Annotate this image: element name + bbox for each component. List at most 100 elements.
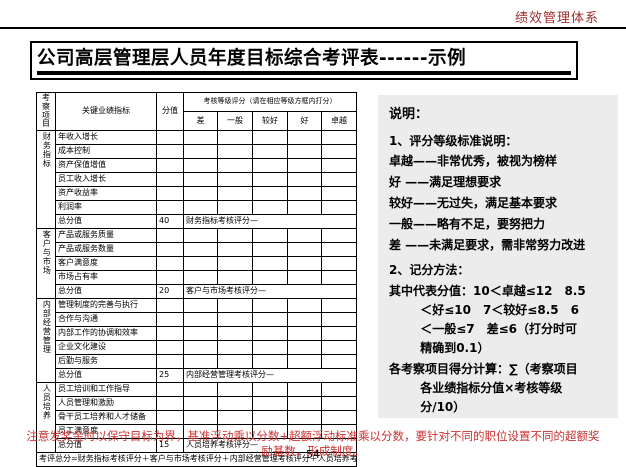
notes-panel: 说明： 1、评分等级标准说明： 卓越——非常优秀，被视为榜样 好 ——满足理想要… — [378, 95, 618, 418]
rating-cell — [320, 396, 358, 412]
kpi-row: 利润率 — [37, 200, 358, 216]
scoring-rule: 其中代表分值：10＜卓越≤12 8.5＜好≤10 7＜较好≤8.5 6＜一般≤7… — [389, 284, 586, 356]
rating-cell — [183, 410, 218, 426]
rating-cell — [217, 144, 253, 160]
rating-cell — [183, 242, 218, 258]
table-header-row: 考察项目 关键业绩指标 分值 考核等级评分（请在相应等级方框内打分） — [36, 91, 358, 132]
rating-cell — [217, 410, 253, 426]
score-cell — [156, 242, 184, 258]
rating-cell — [252, 326, 288, 342]
rating-cell — [183, 172, 218, 188]
rating-cell — [252, 200, 288, 216]
rating-cell — [320, 158, 358, 174]
rating-cell — [287, 130, 322, 146]
score-cell — [156, 130, 184, 146]
rating-cell — [217, 200, 253, 216]
rating-cell — [252, 354, 288, 370]
total-row: 总分值 25 内部经营管理考核评分— — [37, 368, 358, 384]
notes-section1-title: 1、评分等级标准说明： — [389, 133, 518, 148]
rating-cell — [217, 396, 253, 412]
rating-cell — [320, 228, 358, 244]
rating-cell — [287, 256, 322, 272]
rating-cell — [252, 186, 288, 202]
rating-cell — [183, 144, 218, 160]
level-desc-good: 好 ——满足理想要求 — [389, 175, 502, 190]
rating-cell — [287, 340, 322, 356]
rating-cell — [287, 354, 322, 370]
kpi-label: 年收入增长 — [55, 130, 157, 146]
rating-level-good: 好 — [287, 111, 322, 132]
score-cell — [156, 270, 184, 286]
score-cell — [156, 354, 184, 370]
kpi-label: 管理制度的完善与执行 — [55, 298, 157, 314]
rating-cell — [217, 256, 253, 272]
rating-cell — [183, 270, 218, 286]
rating-cell — [320, 270, 358, 286]
kpi-label: 成本控制 — [55, 144, 157, 160]
rating-cell — [252, 382, 288, 398]
page-title: 公司高层管理层人员年度目标综合考评表------示例 — [37, 44, 571, 75]
calculation-rule: 各考察项目得分计算：∑（考察项目各业绩指标分值×考核等级分/10） — [389, 362, 578, 414]
score-cell — [156, 186, 184, 202]
total-value: 25 — [156, 368, 184, 384]
rating-cell — [320, 382, 358, 398]
rating-cell — [320, 200, 358, 216]
kpi-label: 骨干员工培养和人才储备 — [55, 410, 157, 426]
rating-cell — [217, 228, 253, 244]
total-row: 总分值 15 人员培养考核评分— — [37, 438, 358, 454]
rating-cell — [287, 382, 322, 398]
rating-cell — [183, 298, 218, 314]
total-value: 40 — [156, 214, 184, 230]
result-label: 客户与市场考核评分— — [182, 284, 358, 300]
rating-cell — [252, 396, 288, 412]
group-label-customer: 客户与市场 — [36, 228, 56, 300]
kpi-label: 合作与沟通 — [55, 312, 157, 328]
kpi-row: 后勤与服务 — [37, 354, 358, 370]
rating-cell — [183, 396, 218, 412]
rating-cell — [183, 186, 218, 202]
kpi-row: 产品或服务数量 — [37, 242, 358, 258]
rating-cell — [287, 158, 322, 174]
rating-cell — [320, 144, 358, 160]
rating-cell — [217, 382, 253, 398]
group-label-finance: 财务指标 — [36, 130, 56, 230]
kpi-row: 客户满意度 — [37, 256, 358, 272]
kpi-label: 内部工作的协调和效率 — [55, 326, 157, 342]
score-cell — [156, 340, 184, 356]
kpi-label: 资产收益率 — [55, 186, 157, 202]
rating-cell — [287, 242, 322, 258]
kpi-row: 内部经营管理 管理制度的完善与执行 — [36, 298, 358, 384]
total-label: 总分值 — [55, 284, 157, 300]
rating-cell — [320, 256, 358, 272]
kpi-row: 合作与沟通 — [37, 312, 358, 328]
kpi-row: 资产收益率 — [37, 186, 358, 202]
total-value: 20 — [156, 284, 184, 300]
kpi-label: 客户满意度 — [55, 256, 157, 272]
header-score: 分值 — [156, 91, 184, 132]
header-project: 考察项目 — [36, 91, 56, 132]
score-cell — [156, 326, 184, 342]
rating-cell — [183, 312, 218, 328]
total-label: 总分值 — [55, 368, 157, 384]
rating-cell — [217, 312, 253, 328]
total-label: 总分值 — [55, 214, 157, 230]
kpi-label: 员工培训和工作指导 — [55, 382, 157, 398]
watermark-label: 绩效管理体系 — [514, 11, 599, 26]
score-cell — [156, 410, 184, 426]
page-number: 54 — [306, 448, 320, 461]
rating-cell — [217, 270, 253, 286]
rating-cell — [252, 228, 288, 244]
rating-level-average: 一般 — [217, 111, 253, 132]
group-label-internal: 内部经营管理 — [36, 298, 56, 384]
score-cell — [156, 298, 184, 314]
rating-level-excellent: 卓越 — [320, 111, 358, 132]
score-cell — [156, 312, 184, 328]
score-cell — [156, 144, 184, 160]
evaluation-table: 考察项目 关键业绩指标 分值 考核等级评分（请在相应等级方框内打分） 差 一般 … — [35, 91, 358, 467]
rating-cell — [320, 186, 358, 202]
kpi-row: 市场占有率 — [37, 270, 358, 286]
rating-cell — [287, 298, 322, 314]
kpi-row: 财务指标 年收入增长 — [36, 130, 358, 230]
kpi-row: 人员培养 员工培训和工作指导 — [36, 382, 358, 454]
kpi-row: 客户与市场 产品或服务质量 — [36, 228, 358, 300]
